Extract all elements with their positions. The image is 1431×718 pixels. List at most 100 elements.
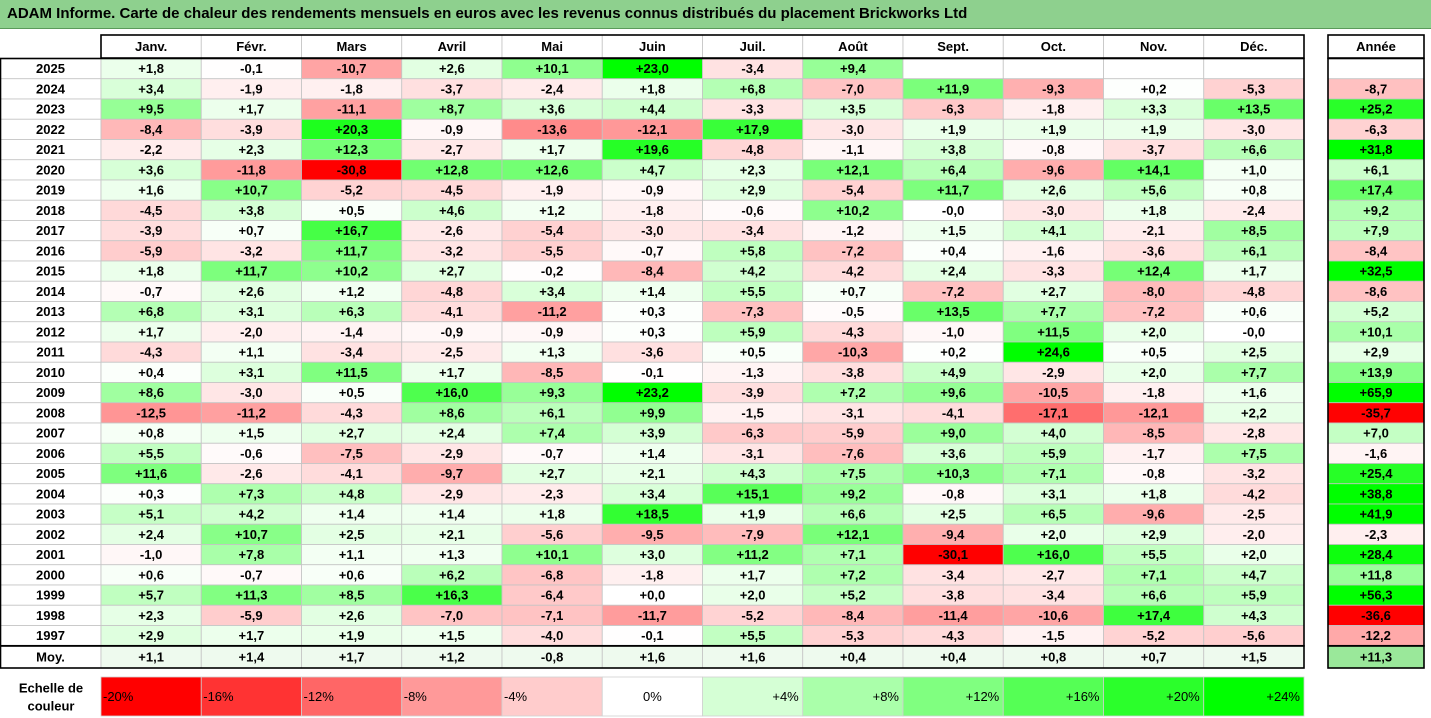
heatmap-value: -0,1: [641, 628, 663, 643]
heatmap-value: -5,6: [1243, 628, 1265, 643]
annual-value: -36,6: [1361, 608, 1391, 623]
heatmap-value: +0,7: [239, 223, 265, 238]
heatmap-value: +8,6: [439, 405, 465, 420]
color-scale-step: +24%: [1266, 689, 1300, 704]
heatmap-value: +2,9: [138, 628, 164, 643]
heatmap-value: -0,8: [1042, 142, 1064, 157]
heatmap-value: +3,4: [539, 284, 565, 299]
heatmap-value: +2,5: [339, 527, 365, 542]
heatmap-value: -7,6: [842, 446, 864, 461]
heatmap-value: -5,4: [541, 223, 564, 238]
heatmap-value: +1,4: [439, 507, 465, 522]
heatmap-value: +1,8: [539, 507, 565, 522]
heatmap-value: +6,3: [339, 304, 365, 319]
heatmap-value: -5,2: [741, 608, 763, 623]
heatmap-value: +4,4: [640, 102, 666, 117]
color-scale-step: -4%: [504, 689, 528, 704]
heatmap-value: -2,9: [1042, 365, 1064, 380]
heatmap-value: +2,0: [740, 588, 766, 603]
color-scale-swatch: [301, 676, 403, 717]
heatmap-value: +2,1: [640, 466, 666, 481]
heatmap-value: +5,9: [740, 324, 766, 339]
heatmap-value: -0,5: [842, 304, 864, 319]
heatmap-value: +7,1: [1041, 466, 1067, 481]
heatmap-value: -0,7: [541, 446, 563, 461]
heatmap-value: -6,4: [541, 588, 564, 603]
heatmap-value: -7,0: [441, 608, 463, 623]
heatmap-value: +16,0: [435, 385, 468, 400]
heatmap-value: -11,1: [337, 102, 366, 117]
heatmap-value: -1,4: [340, 324, 363, 339]
heatmap-value: -4,2: [1243, 486, 1265, 501]
heatmap-value: -10,7: [337, 61, 367, 76]
heatmap-value: +8,5: [1241, 223, 1267, 238]
heatmap-value: -2,8: [1243, 426, 1265, 441]
heatmap-value: -5,9: [140, 243, 162, 258]
heatmap-value: +1,1: [239, 345, 265, 360]
heatmap-value: -4,3: [942, 628, 964, 643]
heatmap-value: +10,2: [836, 203, 869, 218]
heatmap-value: -1,8: [1142, 385, 1164, 400]
heatmap-value: +3,6: [138, 162, 164, 177]
year-label: 2001: [36, 547, 65, 562]
heatmap-value: +4,8: [339, 486, 365, 501]
heatmap-value: +3,4: [138, 81, 164, 96]
year-label: 1998: [36, 608, 65, 623]
heatmap-value: +9,5: [138, 102, 164, 117]
heatmap-value: -0,6: [741, 203, 763, 218]
month-header: Janv.: [135, 39, 167, 54]
heatmap-value: +11,7: [235, 264, 267, 279]
heatmap-value: +0,6: [339, 567, 365, 582]
heatmap-value: -1,1: [842, 142, 864, 157]
heatmap-value: +9,3: [539, 385, 565, 400]
color-scale-step: 0%: [643, 689, 662, 704]
heatmap-value: +5,9: [1041, 446, 1067, 461]
heatmap-value: +2,7: [539, 466, 565, 481]
heatmap-value: +7,8: [239, 547, 265, 562]
heatmap-value: -0,9: [441, 122, 463, 137]
heatmap-value: +4,0: [1041, 426, 1067, 441]
heatmap-value: +12,6: [536, 162, 569, 177]
average-value: +1,4: [239, 650, 265, 665]
heatmap-value: +15,1: [736, 486, 769, 501]
page-title: ADAM Informe. Carte de chaleur des rende…: [7, 5, 968, 22]
heatmap-value: -2,0: [1243, 527, 1265, 542]
heatmap-value: +1,4: [339, 507, 365, 522]
heatmap-cell: [1002, 58, 1104, 80]
color-scale-label: Echelle de: [19, 681, 83, 696]
heatmap-value: +16,7: [335, 223, 368, 238]
heatmap-value: -1,7: [1142, 446, 1164, 461]
heatmap-value: -0,0: [1243, 324, 1265, 339]
heatmap-value: +3,1: [1041, 486, 1067, 501]
color-scale-swatch: [1203, 676, 1305, 717]
heatmap-value: +11,7: [336, 243, 368, 258]
average-value: +1,1: [138, 650, 164, 665]
heatmap-value: -2,5: [1243, 507, 1265, 522]
annual-value: -8,4: [1365, 243, 1388, 258]
heatmap-value: -9,5: [641, 527, 663, 542]
heatmap-value: +8,7: [439, 102, 465, 117]
color-scale-step: +16%: [1066, 689, 1100, 704]
year-label: 2012: [36, 324, 65, 339]
heatmap-value: +3,8: [239, 203, 265, 218]
heatmap-value: +2,2: [1241, 405, 1267, 420]
heatmap-value: -3,4: [741, 223, 764, 238]
heatmap-value: -0,0: [942, 203, 964, 218]
heatmap-value: -4,2: [842, 264, 864, 279]
heatmap-value: +1,8: [1141, 486, 1167, 501]
heatmap-value: +5,2: [840, 588, 866, 603]
annual-value: +65,9: [1360, 385, 1393, 400]
average-frame: [0, 645, 1305, 669]
heatmap-value: -6,3: [741, 426, 763, 441]
heatmap-value: +1,9: [339, 628, 365, 643]
heatmap-value: -2,7: [441, 142, 463, 157]
heatmap-value: -11,2: [237, 405, 266, 420]
heatmap-value: -8,4: [641, 264, 664, 279]
heatmap-value: +3,6: [940, 446, 966, 461]
annual-value: +25,4: [1360, 466, 1394, 481]
heatmap-value: -2,6: [240, 466, 262, 481]
heatmap-value: -12,1: [1139, 405, 1169, 420]
heatmap-value: -1,8: [340, 81, 362, 96]
heatmap-value: -3,0: [240, 385, 262, 400]
